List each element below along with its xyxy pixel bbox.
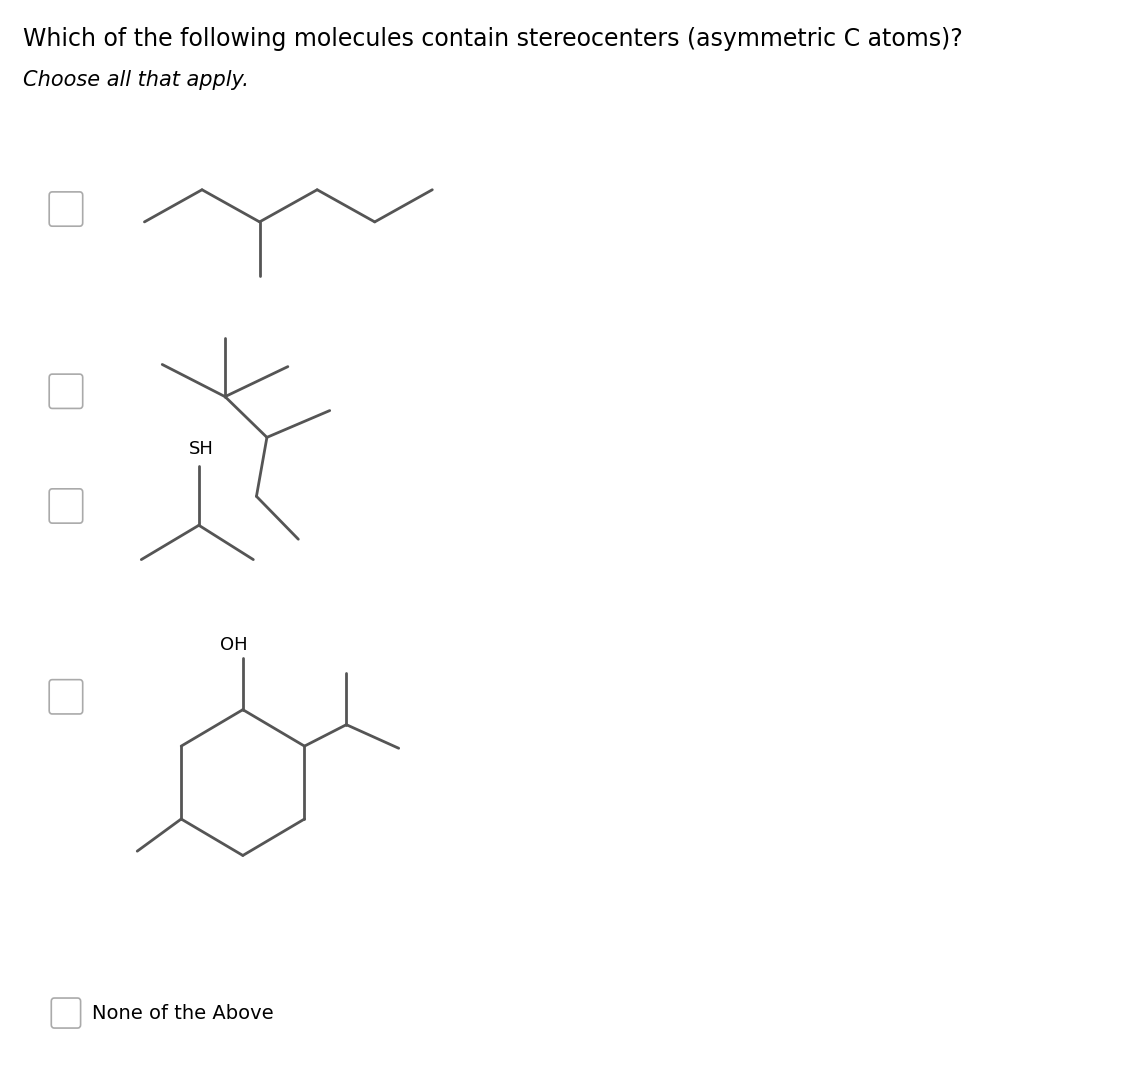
Text: None of the Above: None of the Above (93, 1003, 273, 1023)
Text: Choose all that apply.: Choose all that apply. (23, 71, 249, 90)
FancyBboxPatch shape (50, 489, 82, 523)
FancyBboxPatch shape (51, 998, 80, 1028)
Text: SH: SH (189, 440, 214, 458)
FancyBboxPatch shape (50, 680, 82, 714)
Text: Which of the following molecules contain stereocenters (asymmetric C atoms)?: Which of the following molecules contain… (23, 27, 963, 50)
FancyBboxPatch shape (50, 374, 82, 408)
FancyBboxPatch shape (50, 192, 82, 226)
Text: OH: OH (220, 636, 247, 654)
